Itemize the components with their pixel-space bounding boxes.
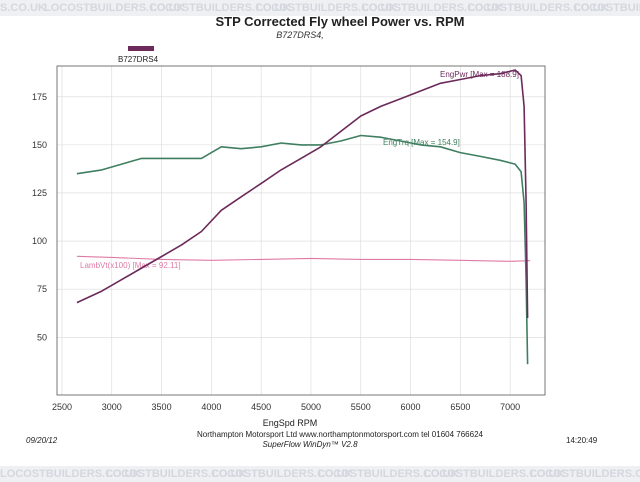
chart-subtitle: B727DRS4, [276,30,324,40]
footer-software: SuperFlow WinDyn™ V2.8 [262,440,358,449]
x-axis-label: EngSpd RPM [263,418,318,428]
x-tick-label: 6000 [401,402,421,412]
series-line-engpwr [76,69,529,319]
grid [57,66,545,395]
x-tick-label: 7000 [500,402,520,412]
watermark-text: LOCOSTBUILDERS.CO.UK [44,2,185,14]
watermark-text: LOCOSTBUILDERS.CO.UK [362,2,503,14]
x-tick-label: 5000 [301,402,321,412]
series-group: LambVt(x100) [Max = 92.11] EngTrq [Max = … [76,69,531,365]
y-tick-label: 100 [32,236,47,246]
series-label-engtrq: EngTrq [Max = 154.9] [383,138,460,147]
footer-time: 14:20:49 [566,436,598,445]
y-tick-label: 150 [32,140,47,150]
series-line-lambvt [76,255,531,262]
watermark-text: LOCOSTBUILDERS.CO.UK [256,2,397,14]
footer-company: Northampton Motorsport Ltd www.northampt… [197,430,483,439]
y-tick-label: 50 [37,332,47,342]
watermark-bottom: LOCOSTBUILDERS.CO.UKLOCOSTBUILDERS.CO.UK… [0,466,640,482]
legend-label: B727DRS4 [118,55,159,64]
chart-title: STP Corrected Fly wheel Power vs. RPM [215,14,464,29]
plot-area [56,65,546,396]
x-tick-label: 2500 [52,402,72,412]
series-label-engpwr: EngPwr [Max = 188.9] [440,70,519,79]
series-label-lambvt: LambVt(x100) [Max = 92.11] [80,261,181,270]
watermark-text: LOCOSTBUILDERS.CO.UK [424,468,565,480]
watermark-text: LOCOSTBUILDERS.CO.UK [574,2,640,14]
y-tick-label: 175 [32,92,47,102]
series-line-engtrq [76,134,529,365]
x-tick-label: 5500 [351,402,371,412]
legend-swatch [128,46,154,51]
x-axis: 2500 3000 3500 4000 4500 5000 5500 6000 6500 7000 [52,402,520,412]
watermark-text: S.CO.UK [0,2,46,14]
watermark-text: LOCOSTBUILDERS.CO.UK [212,468,353,480]
watermark-text: LOCOSTBUILDERS.CO.UK [318,468,459,480]
watermark-text: LOCOSTBUILDERS.CO.UK [0,468,141,480]
x-tick-label: 3500 [152,402,172,412]
watermark-text: LOCOSTBUILDERS.CO.UK [530,468,640,480]
watermark-text: LOCOSTBUILDERS.CO.UK [106,468,247,480]
x-tick-label: 3000 [102,402,122,412]
watermark-text: LOCOSTBUILDERS.CO.UK [468,2,609,14]
y-tick-label: 75 [37,284,47,294]
y-tick-label: 125 [32,188,47,198]
watermark-top: S.CO.UKLOCOSTBUILDERS.CO.UKLOCOSTBUILDER… [0,0,640,16]
x-tick-label: 4500 [251,402,271,412]
watermark-text: LOCOSTBUILDERS.CO.UK [150,2,291,14]
x-tick-label: 4000 [201,402,221,412]
footer-date: 09/20/12 [26,436,58,445]
x-tick-label: 6500 [450,402,470,412]
y-axis: 50 75 100 125 150 175 [32,92,47,342]
